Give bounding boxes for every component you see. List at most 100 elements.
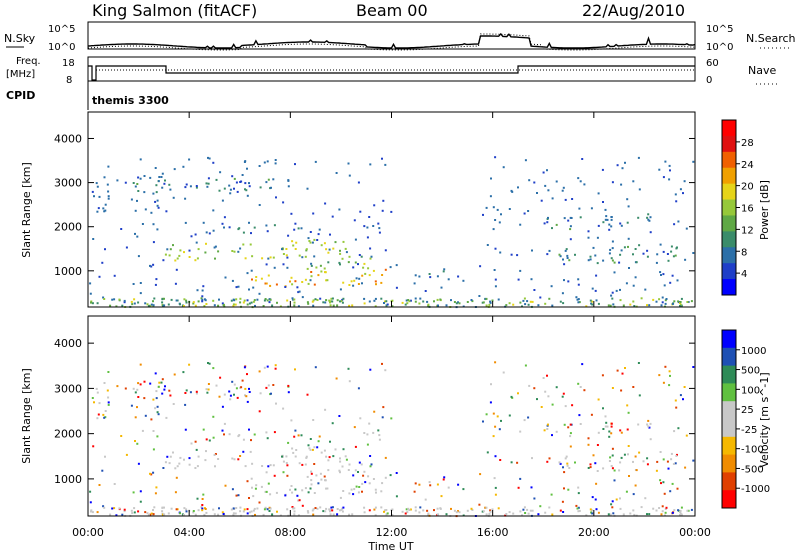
velocity-data-point [499,459,502,461]
velocity-data-point [143,397,146,400]
velocity-data-point [285,462,288,464]
velocity-data-point [577,510,580,513]
velocity-data-point [378,438,381,441]
power-data-point [325,248,328,251]
velocity-data-point [137,462,140,465]
power-data-point [537,304,540,307]
velocity-data-point [258,501,261,504]
velocity-data-point [339,457,341,460]
velocity-data-point [291,447,294,450]
velocity-data-point [212,508,215,511]
power-data-point [362,266,365,269]
power-data-point [363,297,366,300]
power-data-point [298,254,301,257]
velocity-data-point [610,422,613,425]
power-data-point [521,305,523,308]
velocity-data-point [152,448,155,451]
power-data-point [563,263,566,266]
power-data-point [517,278,520,281]
power-data-point [156,228,159,231]
velocity-data-point [667,467,670,470]
velocity-data-point [282,471,285,474]
velocity-data-point [635,469,638,472]
power-data-point [609,248,612,251]
velocity-data-point [139,363,142,366]
velocity-data-point [141,429,144,432]
power-data-point [174,259,177,262]
power-data-point [608,228,611,231]
velocity-data-point [377,429,380,432]
velocity-data-point [466,509,469,512]
velocity-data-point [331,506,334,509]
power-data-point [627,205,630,208]
power-data-point [648,219,651,222]
velocity-data-point [168,389,171,392]
power-data-point [577,301,580,304]
power-data-point [132,182,135,184]
power-data-point [328,248,331,251]
velocity-data-point [632,493,635,496]
velocity-data-point [266,437,269,440]
velocity-data-point [395,495,398,498]
power-data-point [395,264,398,267]
power-data-point [675,247,678,250]
power-data-point [116,179,119,182]
velocity-data-point [188,457,191,460]
power-data-point [524,159,527,162]
velocity-data-point [632,460,634,463]
power-data-point [231,175,234,178]
power-data-point [368,216,371,218]
nave-tick-top: 60 [706,58,719,69]
velocity-data-point [611,467,614,470]
colorbar-tick-label: 4 [741,269,747,280]
power-data-point [366,236,369,239]
power-data-point [254,279,257,282]
velocity-data-point [207,383,210,385]
velocity-data-point [253,433,256,436]
power-data-point [196,257,199,260]
power-data-point [317,233,320,236]
power-data-point [561,189,564,192]
velocity-data-point [96,417,99,420]
power-data-point [348,174,351,177]
velocity-data-point [669,374,671,377]
power-data-point [107,195,110,198]
power-data-point [604,218,607,221]
velocity-data-point [192,511,195,514]
power-data-point [494,156,497,159]
power-data-point [610,294,613,297]
velocity-data-point [144,414,147,417]
power-data-point [286,256,289,259]
power-data-point [481,301,484,304]
power-data-point [265,181,268,184]
velocity-data-point [546,428,549,430]
power-data-point [185,301,188,304]
velocity-data-point [361,482,364,485]
velocity-data-point [670,452,673,455]
station-title: King Salmon (fitACF) [92,1,257,20]
velocity-data-point [547,395,550,398]
power-data-point [632,284,635,287]
velocity-data-point [344,455,347,458]
velocity-data-point [690,508,693,511]
power-data-point [157,180,160,183]
velocity-data-point [152,430,155,432]
velocity-data-point [97,413,100,416]
velocity-data-point [325,507,328,510]
power-data-point [637,216,640,219]
velocity-data-point [341,507,344,510]
power-data-point [310,264,313,267]
velocity-data-point [610,432,613,435]
power-data-point [649,216,652,219]
power-data-point [620,224,623,227]
velocity-data-point [445,513,448,516]
power-data-point [647,218,650,221]
power-data-point [662,250,665,253]
power-data-point [676,279,679,282]
power-data-point [205,303,208,305]
power-data-point [373,204,376,207]
velocity-data-point [594,462,597,465]
velocity-data-point [591,512,594,515]
power-data-point [203,305,206,307]
